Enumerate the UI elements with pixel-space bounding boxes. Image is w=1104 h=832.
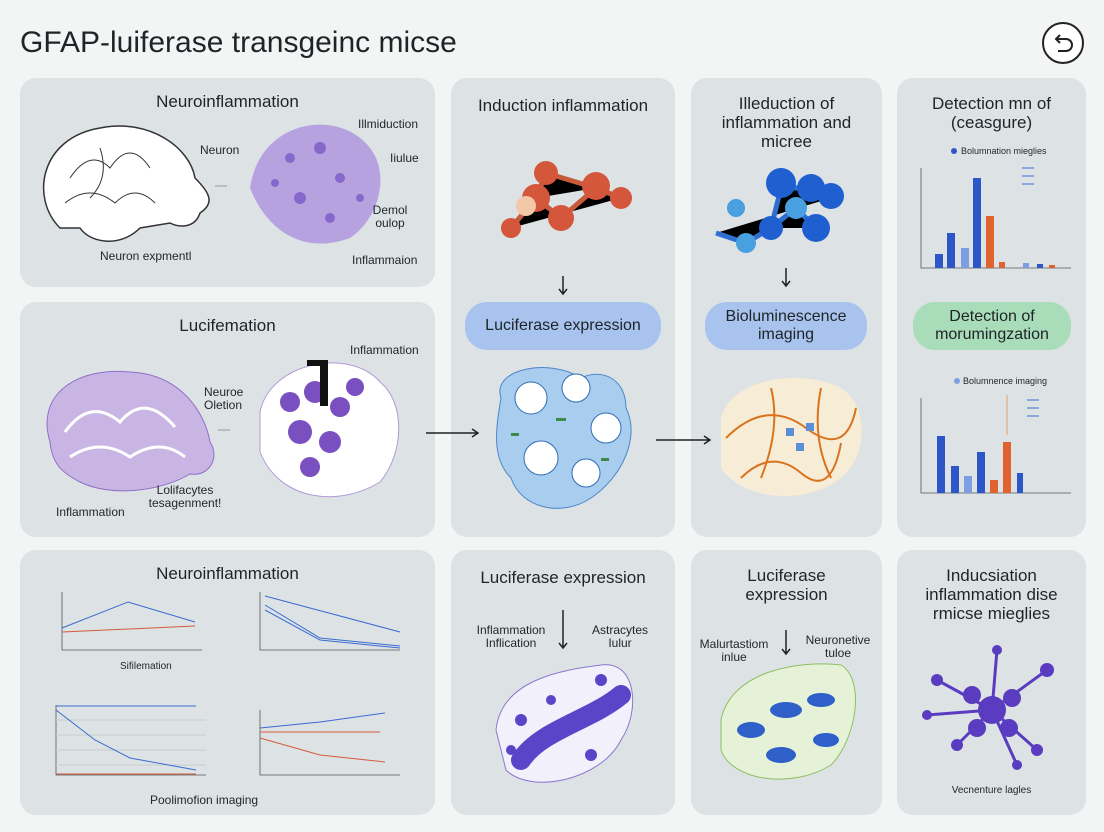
label: Lolifacytes tesagenment! bbox=[148, 483, 222, 510]
label: Iiulue bbox=[390, 151, 419, 165]
step-pill: Bioluminescence imaging bbox=[705, 302, 867, 350]
label: Demol oulop bbox=[372, 203, 408, 230]
label: Neuronetive tuloe bbox=[805, 633, 871, 660]
panel-title: Detection mn of (ceasgure) bbox=[931, 94, 1052, 132]
legend-label: Bolumnence imaging bbox=[963, 376, 1048, 386]
step-pill: Detection of morumingzation bbox=[913, 302, 1071, 350]
illustration bbox=[715, 168, 862, 497]
back-button[interactable] bbox=[1040, 20, 1086, 66]
page-title: GFAP-luiferase transgeinc micse bbox=[20, 26, 457, 59]
label: Inflammation bbox=[350, 343, 419, 357]
step-pill: Luciferase expression bbox=[465, 302, 661, 350]
panel: Detection mn of (ceasgure) Bolumnation m… bbox=[897, 78, 1086, 537]
label: Inflammation bbox=[56, 505, 125, 519]
panel-title: Neuroinflammation bbox=[156, 564, 299, 583]
panel-title: Illeduction of inflammation and micree bbox=[721, 94, 852, 151]
label: Neuroe Oletion bbox=[204, 385, 244, 412]
panel: Neuroinflammation Neuron Neuron expmentl… bbox=[20, 78, 435, 287]
panel-title: Luciferase expression bbox=[480, 568, 646, 587]
panel-title: Neuroinflammation bbox=[156, 92, 299, 111]
label: Inflammaion bbox=[352, 253, 418, 267]
panel: Inducsiation inflammation dise rmicse mi… bbox=[897, 550, 1086, 815]
panel: Illeduction of inflammation and micree B… bbox=[691, 78, 882, 537]
illustration bbox=[42, 124, 381, 244]
panel: Neuroinflammation Sifilemation Poolimofi… bbox=[20, 550, 435, 815]
panel: Lucifemation Inflammation Neuroe Oletion… bbox=[20, 302, 435, 537]
caption: Vecnenture lagles bbox=[951, 785, 1032, 796]
label: Illmiduction bbox=[358, 117, 419, 131]
panel-title: Luciferase expression bbox=[745, 566, 828, 604]
illustration bbox=[495, 610, 634, 783]
illustration bbox=[55, 592, 401, 776]
label: Malurtastiom inlue bbox=[699, 637, 769, 664]
panel: Luciferase expression Inflammation Infli… bbox=[451, 550, 675, 815]
label: Neuron expmentl bbox=[100, 249, 192, 263]
legend-label: Bolumnation mieglies bbox=[961, 146, 1047, 156]
label: Astracytes Iulur bbox=[591, 623, 648, 650]
panel-title: Induction inflammation bbox=[477, 96, 649, 115]
illustration bbox=[46, 360, 400, 498]
panel: Luciferase expression Malurtastiom inlue… bbox=[691, 550, 882, 815]
illustration bbox=[922, 645, 1054, 770]
label: Inflammation Inflication bbox=[476, 623, 546, 650]
illustration bbox=[496, 161, 632, 509]
panel-title: Lucifemation bbox=[179, 316, 276, 335]
panel: Induction inflammation Luciferase expres… bbox=[451, 78, 675, 537]
caption: Poolimofion imaging bbox=[150, 793, 259, 807]
illustration bbox=[920, 148, 1071, 494]
panel-title: Inducsiation inflammation dise rmicse mi… bbox=[925, 566, 1058, 623]
label: Neuron bbox=[200, 143, 240, 157]
axis-label: Sifilemation bbox=[120, 661, 172, 672]
illustration bbox=[720, 630, 856, 780]
